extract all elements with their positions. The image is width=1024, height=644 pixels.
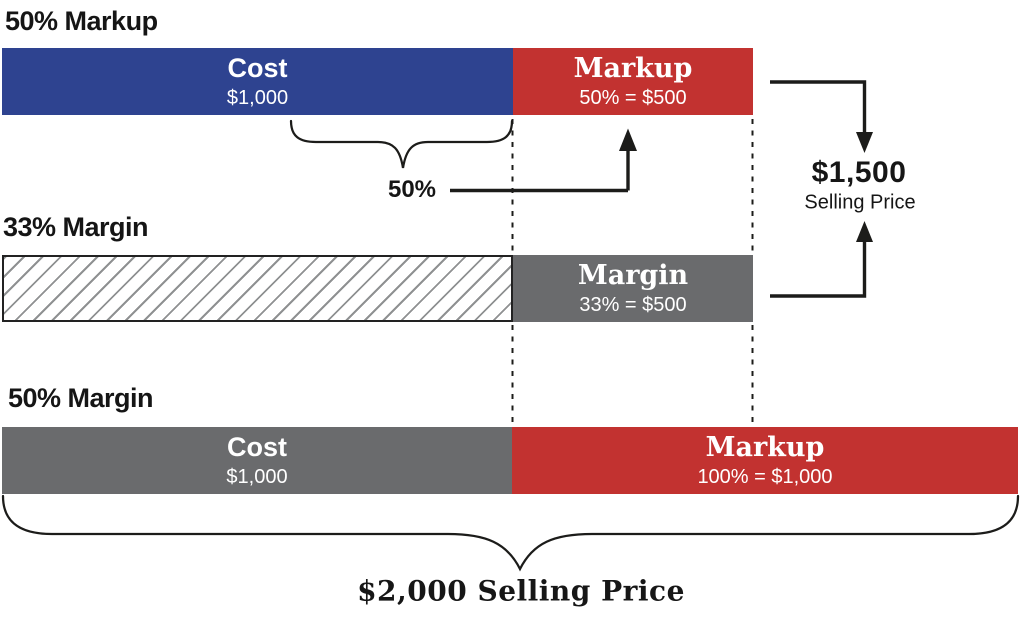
selling-price-top-label: Selling Price <box>804 191 916 214</box>
cost-brace <box>289 119 514 169</box>
selling-price-bottom-brace <box>1 494 1020 572</box>
segment-sublabel: 33% = $500 <box>579 294 687 316</box>
segment-label: Markup <box>573 53 693 84</box>
segment-cost-blue: Cost $1,000 <box>2 48 513 115</box>
segment-sublabel: 50% = $500 <box>579 87 687 109</box>
selling-price-down-arrowhead <box>856 132 873 153</box>
segment-label: Markup <box>705 432 825 463</box>
selling-price-bottom-connector <box>770 240 867 298</box>
cost-brace-percentage-label: 50% <box>387 176 437 203</box>
section-title-33-margin: 33% Margin <box>3 212 149 242</box>
bar-33-margin: Margin 33% = $500 <box>2 255 753 322</box>
bar-50-margin: Cost $1,000 Markup 100% = $1,000 <box>2 427 1018 494</box>
bar-50-markup: Cost $1,000 Markup 50% = $500 <box>2 48 753 115</box>
segment-label: Margin <box>577 260 689 291</box>
section-title-50-margin: 50% Margin <box>8 383 154 413</box>
segment-sublabel: $1,000 <box>226 466 288 488</box>
segment-cost-gray: Cost $1,000 <box>2 427 512 494</box>
segment-label: Cost <box>227 432 287 462</box>
selling-price-up-arrowhead <box>856 221 873 242</box>
segment-sublabel: $1,000 <box>226 87 289 109</box>
segment-cost-hatched <box>2 255 513 322</box>
selling-price-top-amount: $1,500 <box>811 156 907 189</box>
markup-pointer-arrow-line <box>450 149 630 193</box>
segment-markup-red: Markup 50% = $500 <box>513 48 753 115</box>
segment-margin-gray: Margin 33% = $500 <box>513 255 753 322</box>
selling-price-bottom-label: $2,000 Selling Price <box>357 574 685 608</box>
segment-sublabel: 100% = $1,000 <box>697 466 833 488</box>
segment-markup-red: Markup 100% = $1,000 <box>512 427 1018 494</box>
section-title-50-markup: 50% Markup <box>5 6 158 36</box>
segment-label: Cost <box>227 53 288 83</box>
markup-pointer-arrowhead <box>619 128 637 151</box>
selling-price-top-connector <box>770 80 867 133</box>
